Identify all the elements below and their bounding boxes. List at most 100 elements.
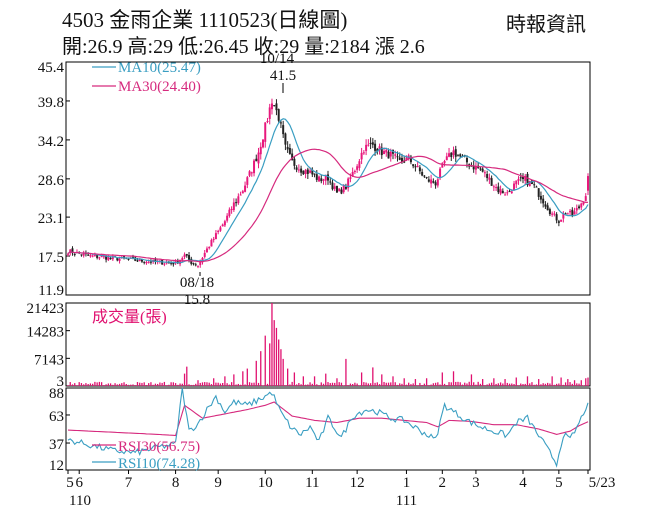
candle-body [416, 165, 419, 168]
candle-body [356, 166, 359, 170]
x-tick-label: 1 [403, 475, 411, 491]
candle-body [414, 166, 417, 168]
candle-body [284, 133, 287, 145]
candle-body [266, 121, 269, 123]
candle-body [441, 163, 444, 168]
candle-body [571, 209, 574, 216]
candle-body [365, 144, 368, 151]
candle-body [210, 239, 213, 247]
candle-body [116, 257, 119, 261]
candle-body [515, 180, 518, 185]
candle-body [297, 169, 300, 171]
candle-body [259, 146, 262, 155]
rsi30-legend-label: RSI30(56.75) [118, 439, 200, 455]
candle-body [488, 177, 491, 180]
candle-body [369, 142, 372, 144]
candle-body [396, 156, 399, 158]
candle-body [223, 221, 226, 226]
x-tick-label: 7 [125, 475, 133, 491]
candle-body [219, 227, 222, 231]
rsi-panel-frame [65, 387, 591, 471]
candle-body [492, 186, 495, 188]
candle-body [434, 182, 437, 186]
candle-body [362, 152, 365, 154]
candle-body [562, 213, 565, 219]
source-label: 時報資訊 [506, 14, 586, 36]
ma30-legend-label: MA30(24.40) [118, 79, 201, 95]
rsi-ytick-label: 63 [49, 409, 64, 425]
candle-body [149, 261, 152, 263]
candle-body [109, 258, 112, 260]
x-tick-label: 10 [258, 475, 273, 491]
candle-body [432, 181, 435, 183]
candle-body [535, 186, 538, 188]
candle-body [322, 179, 325, 181]
candle-body [448, 153, 451, 157]
candle-body [425, 177, 428, 179]
candle-body [333, 186, 336, 189]
price-ytick-label: 34.2 [38, 134, 64, 150]
candle-body [248, 171, 251, 176]
price-ytick-label: 28.6 [38, 173, 65, 189]
candle-body [360, 152, 363, 160]
candle-body [490, 178, 493, 186]
candle-body [132, 256, 134, 259]
candle-body [400, 157, 403, 162]
price-ytick-label: 39.8 [38, 95, 64, 111]
candle-body [136, 260, 139, 262]
candle-body [311, 169, 314, 175]
candle-body [208, 247, 211, 249]
ma10-legend-label: MA10(25.47) [118, 60, 201, 76]
candle-body [203, 252, 206, 257]
candle-body [564, 213, 567, 215]
candle-body [472, 165, 475, 170]
candle-body [293, 158, 296, 166]
candle-body [427, 179, 430, 182]
candle-body [235, 202, 238, 204]
high-value-annotation: 41.5 [270, 68, 296, 84]
x-tick-label: 9 [214, 475, 222, 491]
candle-body [481, 168, 484, 172]
candle-body [342, 185, 345, 193]
candle-body [445, 156, 448, 161]
candle-body [80, 254, 83, 256]
candle-body [73, 254, 76, 256]
candle-body [226, 215, 229, 221]
candle-body [324, 174, 327, 181]
rsi10-legend-label: RSI10(74.28) [118, 456, 200, 472]
candle-body [452, 150, 455, 155]
rsi30-line [67, 401, 589, 437]
candle-body [418, 167, 421, 172]
candle-body [165, 262, 168, 264]
x-tick-label: 8 [172, 475, 180, 491]
candle-body [575, 208, 578, 211]
candle-body [557, 221, 560, 223]
candle-body [338, 188, 341, 192]
candle-body [147, 261, 150, 263]
candle-body [309, 170, 312, 173]
candle-body [378, 146, 381, 151]
price-ytick-label: 45.4 [38, 60, 65, 76]
candle-body [335, 185, 338, 193]
candle-body [197, 265, 199, 267]
candle-body [87, 254, 90, 256]
candle-body [443, 161, 446, 164]
volume-ytick-label: 14283 [27, 325, 65, 341]
candle-body [98, 257, 101, 259]
candle-body [329, 181, 332, 183]
candle-body [510, 191, 513, 194]
volume-ytick-label: 21423 [27, 301, 65, 317]
candle-body [394, 154, 397, 156]
candle-body [555, 214, 558, 221]
candle-body [584, 196, 587, 201]
candle-body [291, 153, 294, 160]
candle-body [450, 152, 453, 158]
candle-body [268, 107, 271, 119]
price-ytick-label: 17.5 [38, 250, 64, 266]
candle-body [140, 259, 143, 262]
candle-body [100, 256, 103, 258]
candle-body [286, 146, 289, 150]
candle-body [537, 188, 540, 197]
candle-body [454, 149, 457, 157]
candle-body [519, 177, 522, 179]
